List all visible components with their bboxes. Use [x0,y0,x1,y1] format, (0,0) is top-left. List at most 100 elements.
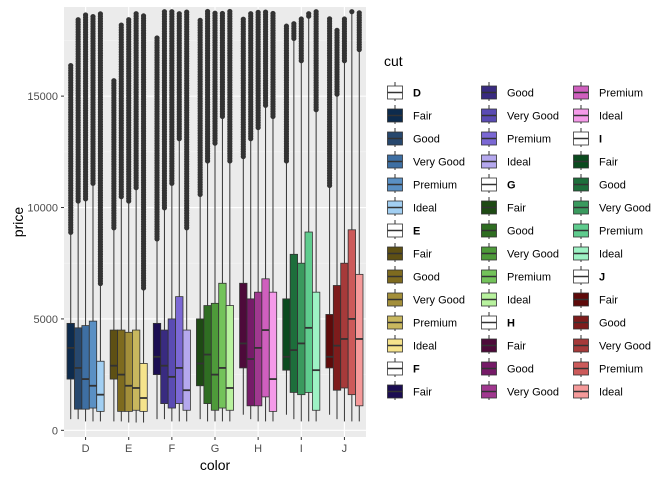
x-tick-label: G [211,443,220,455]
x-tick-label: H [254,443,262,455]
box-D-ideal [96,11,105,422]
x-tick-label: F [168,443,175,455]
outlier-point [227,8,233,15]
outlier-point [313,9,319,15]
outlier-point [169,9,175,15]
outlier-point [262,9,269,15]
legend-key [481,243,497,262]
y-axis: 0 5000 10000 15000 [27,91,64,437]
legend-label: Ideal [599,111,623,123]
legend-key [573,312,589,331]
legend-label: Fair [413,111,432,123]
box-G-very-good [210,10,220,422]
legend-key [481,82,497,101]
legend-label: Premium [599,364,643,376]
outlier-point [291,21,297,27]
box-group-F [152,9,191,422]
box-J-fair [325,16,334,415]
legend-label: Premium [599,88,643,100]
legend-label: Fair [413,249,432,261]
outlier-point [111,78,117,84]
box-I-ideal [312,9,321,422]
outlier-point [90,13,96,20]
legend-label: Fair [507,203,526,215]
outlier-point [306,11,312,17]
legend-label: F [413,364,420,376]
box-body [268,291,278,412]
legend-key [387,289,403,308]
legend-label: Very Good [413,295,465,307]
legend-key [481,312,497,331]
y-tick-label: 15000 [27,91,58,103]
legend-key [387,220,403,239]
legend-key [481,151,497,170]
x-axis: D E F G H I J [82,437,348,455]
legend-label: Ideal [507,295,531,307]
box-body [117,329,126,412]
legend-key [573,82,589,101]
box-body [210,302,220,411]
box-body [332,285,342,391]
legend-label: Fair [507,341,526,353]
legend-key [481,174,497,193]
box-body [225,305,234,411]
legend-key [481,197,497,216]
legend-key [387,197,403,216]
box-F-premium [175,11,184,422]
outlier-point [82,12,89,18]
legend-label: E [413,226,420,238]
outlier-point [255,9,261,15]
legend-label: Fair [599,295,618,307]
box-I-premium [304,11,313,422]
outlier-point [133,11,139,17]
y-tick-label: 0 [52,425,58,437]
legend-key [387,174,403,193]
outlier-point [326,16,333,22]
outlier-point [161,9,168,15]
outlier-point [197,17,203,23]
box-body [289,253,298,393]
box-F-good [160,9,169,420]
box-group-D [66,11,105,422]
x-tick-label: I [300,443,303,455]
x-axis-title: color [200,457,231,473]
box-H-very-good [254,9,263,422]
box-body [196,318,205,387]
legend-key [573,128,589,147]
y-axis-title: price [10,207,26,238]
legend-label: Premium [507,272,551,284]
box-G-fair [196,17,205,420]
legend-label: Very Good [507,111,559,123]
legend-label: Good [413,134,440,146]
x-tick-label: J [342,443,348,455]
legend-label: Fair [413,387,432,399]
legend-label: Ideal [507,157,531,169]
legend-key [573,335,589,354]
box-body [182,329,191,411]
y-tick-label: 10000 [27,203,58,215]
legend: D Fair Good Very Good Premium Ideal E Fair Good V… [387,82,651,400]
outlier-point [219,10,226,17]
box-I-very-good [297,16,306,422]
outlier-point [176,11,182,17]
box-body [88,320,98,409]
legend-label: Premium [507,134,551,146]
outlier-point [248,11,254,17]
box-E-premium [132,11,141,423]
legend-key [573,174,589,193]
legend-label: Good [507,88,534,100]
box-body [246,298,255,407]
outlier-point [75,17,81,23]
box-H-fair [239,16,248,415]
legend-key [481,220,497,239]
legend-key [481,335,497,354]
legend-key [573,381,589,400]
legend-label: Ideal [413,341,437,353]
legend-label: Ideal [599,387,623,399]
box-F-very-good [167,9,176,422]
legend-title: cut [384,53,403,69]
box-group-I [282,9,321,422]
outlier-point [97,11,104,17]
legend-label: I [599,134,602,146]
box-D-premium [88,13,98,422]
